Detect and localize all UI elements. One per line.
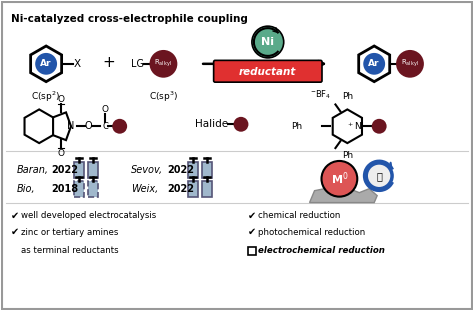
Circle shape <box>149 50 177 78</box>
Text: Sevov,: Sevov, <box>131 165 163 175</box>
Text: C(sp$^3$): C(sp$^3$) <box>149 90 178 104</box>
Bar <box>188 162 198 178</box>
Text: Ni-catalyzed cross-electrophile coupling: Ni-catalyzed cross-electrophile coupling <box>11 14 248 24</box>
Circle shape <box>396 50 424 78</box>
Text: Ph: Ph <box>292 122 302 131</box>
Text: Ph: Ph <box>342 151 353 160</box>
Text: X: X <box>74 59 81 69</box>
Text: N: N <box>67 121 75 131</box>
Text: Ar: Ar <box>368 59 380 68</box>
Text: C(sp$^2$): C(sp$^2$) <box>31 90 61 104</box>
Bar <box>74 181 84 197</box>
Polygon shape <box>333 109 362 143</box>
Text: $^+$N: $^+$N <box>346 120 362 132</box>
Text: $^{-}$BF$_4$: $^{-}$BF$_4$ <box>310 88 331 101</box>
Bar <box>202 181 212 197</box>
Circle shape <box>363 53 385 75</box>
Text: 💡: 💡 <box>376 171 382 181</box>
Text: +: + <box>102 55 115 70</box>
Text: Ni: Ni <box>261 37 274 47</box>
Circle shape <box>112 119 127 134</box>
Text: as terminal reductants: as terminal reductants <box>21 246 119 255</box>
Text: photochemical reduction: photochemical reduction <box>258 228 365 237</box>
Text: ✔: ✔ <box>11 227 19 237</box>
Text: 2022: 2022 <box>51 165 78 175</box>
Text: Ar: Ar <box>40 59 52 68</box>
Text: O: O <box>57 95 64 104</box>
Text: LG: LG <box>131 59 144 69</box>
Text: zinc or tertiary amines: zinc or tertiary amines <box>21 228 118 237</box>
Bar <box>88 162 98 178</box>
Text: 2018: 2018 <box>51 184 78 194</box>
Bar <box>202 162 212 178</box>
Text: Bio,: Bio, <box>16 184 35 194</box>
Polygon shape <box>310 189 377 202</box>
Text: R$_{\mathregular{alkyl}}$: R$_{\mathregular{alkyl}}$ <box>155 57 173 69</box>
Text: O: O <box>84 121 91 131</box>
Polygon shape <box>25 109 54 143</box>
Text: O: O <box>57 149 64 158</box>
Polygon shape <box>359 46 390 82</box>
Bar <box>188 181 198 197</box>
Polygon shape <box>53 112 71 140</box>
Polygon shape <box>31 46 62 82</box>
Text: M$^0$: M$^0$ <box>331 170 348 187</box>
Text: O: O <box>101 105 108 114</box>
Text: Ph: Ph <box>342 92 353 101</box>
Text: ✔: ✔ <box>248 211 256 220</box>
Text: ✔: ✔ <box>248 227 256 237</box>
Text: electrochemical reduction: electrochemical reduction <box>258 246 385 255</box>
Circle shape <box>366 163 392 189</box>
Circle shape <box>234 117 248 132</box>
Circle shape <box>372 119 387 134</box>
Text: Halide: Halide <box>195 119 228 129</box>
Text: chemical reduction: chemical reduction <box>258 211 340 220</box>
Circle shape <box>252 26 284 58</box>
Text: Baran,: Baran, <box>16 165 48 175</box>
Text: well developed electrocatalysis: well developed electrocatalysis <box>21 211 156 220</box>
Text: ✔: ✔ <box>11 211 19 220</box>
Bar <box>74 162 84 178</box>
Circle shape <box>35 53 57 75</box>
Circle shape <box>321 161 357 197</box>
Bar <box>88 181 98 197</box>
Text: R$_{\mathregular{alkyl}}$: R$_{\mathregular{alkyl}}$ <box>401 57 419 69</box>
Text: Weix,: Weix, <box>131 184 158 194</box>
Text: 2022: 2022 <box>167 165 194 175</box>
Text: 2022: 2022 <box>167 184 194 194</box>
Text: reductant: reductant <box>239 67 297 77</box>
Bar <box>248 247 256 255</box>
Text: C: C <box>103 122 109 131</box>
FancyBboxPatch shape <box>214 60 322 82</box>
